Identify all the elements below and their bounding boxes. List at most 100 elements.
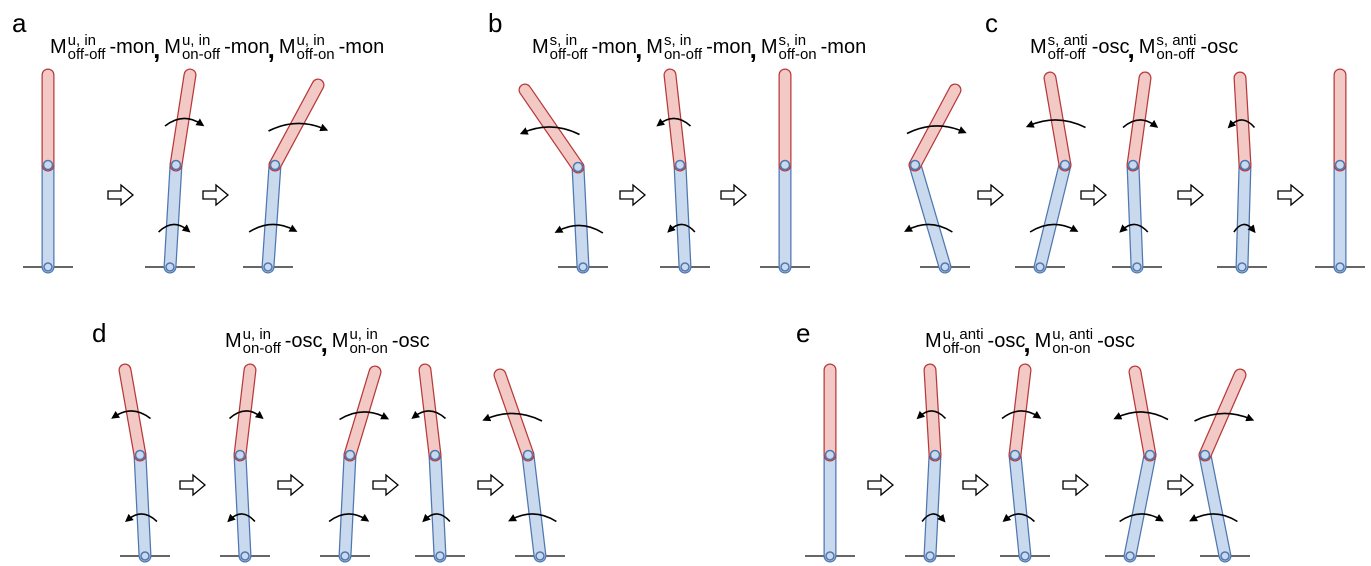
subscript: off-on <box>943 342 984 356</box>
panel-label: a <box>12 8 26 39</box>
rod <box>1050 78 1065 165</box>
panel-label: c <box>985 8 998 39</box>
joint <box>166 263 174 271</box>
subscript: on-on <box>349 342 387 356</box>
joint <box>1133 263 1141 271</box>
rod <box>1135 372 1150 455</box>
joint <box>781 263 789 271</box>
panel-title: Mu, inoff-off-mon,Mu, inon-off-mon,Mu, i… <box>50 32 384 63</box>
scripts: u, antion-on <box>1052 328 1093 356</box>
panel-title: Ms, antioff-off-osc,Ms, antion-off-osc <box>1030 32 1238 63</box>
rod <box>578 167 583 267</box>
joint <box>141 552 149 560</box>
rod <box>345 455 350 556</box>
symbol: M <box>1035 330 1052 353</box>
symbol: M <box>225 330 242 353</box>
joint <box>1241 161 1250 170</box>
rod <box>435 455 440 556</box>
separator: , <box>1023 328 1030 359</box>
joint <box>1201 451 1210 460</box>
joint <box>781 161 790 170</box>
step-arrow <box>1278 185 1303 205</box>
rod <box>930 370 935 455</box>
step-arrow <box>1168 475 1193 495</box>
joint <box>579 263 587 271</box>
step-arrow <box>1178 185 1203 205</box>
rod <box>1133 165 1137 267</box>
joint <box>346 451 355 460</box>
separator: , <box>750 34 757 65</box>
rod <box>680 165 685 267</box>
step-arrow <box>180 475 205 495</box>
joint <box>1336 263 1344 271</box>
joint <box>676 161 685 170</box>
symbol: M <box>646 36 663 59</box>
rod <box>1130 455 1150 556</box>
step-arrow <box>978 185 1003 205</box>
scripts: u, inon-on <box>349 328 387 356</box>
symbol: M <box>164 36 181 59</box>
joint <box>136 451 145 460</box>
step-arrow <box>108 185 133 205</box>
joint <box>431 451 440 460</box>
step-arrow <box>478 475 503 495</box>
joint <box>826 552 834 560</box>
drawing <box>0 0 1371 566</box>
joint <box>911 161 920 170</box>
panel-title: Mu, antioff-on-osc,Mu, antion-on-osc <box>925 326 1135 357</box>
joint <box>1221 552 1229 560</box>
joint <box>1011 451 1020 460</box>
step-arrow <box>620 185 645 205</box>
suffix: -mon <box>821 36 867 59</box>
joint <box>341 552 349 560</box>
joint <box>44 263 52 271</box>
joint <box>241 552 249 560</box>
separator: , <box>268 34 275 65</box>
rod <box>670 75 680 165</box>
separator: , <box>1128 34 1135 65</box>
rod <box>425 370 435 455</box>
joint <box>1036 263 1044 271</box>
joint <box>941 263 949 271</box>
joint <box>172 161 181 170</box>
subscript: on-off <box>182 48 220 62</box>
panel-label: d <box>92 318 106 349</box>
symbol: M <box>332 330 349 353</box>
symbol: M <box>761 36 778 59</box>
rod <box>1015 370 1025 455</box>
rod <box>1040 165 1065 267</box>
step-arrow <box>868 475 893 495</box>
separator: , <box>635 34 642 65</box>
joint <box>271 161 280 170</box>
suffix: -osc <box>1092 36 1130 59</box>
rod <box>140 455 145 556</box>
panel-title: Ms, inoff-off-mon,Ms, inon-off-mon,Ms, i… <box>532 32 866 63</box>
panel-label: e <box>796 318 810 349</box>
symbol: M <box>1139 36 1156 59</box>
joint <box>524 451 533 460</box>
suffix: -osc <box>392 330 430 353</box>
scripts: u, inoff-on <box>297 34 335 62</box>
suffix: -osc <box>1097 330 1135 353</box>
suffix: -mon <box>339 36 385 59</box>
rod <box>528 455 540 556</box>
suffix: -osc <box>285 330 323 353</box>
joint <box>1146 451 1155 460</box>
separator: , <box>153 34 160 65</box>
subscript: on-off <box>664 48 702 62</box>
subscript: off-off <box>68 48 106 62</box>
rod <box>915 165 945 267</box>
joint <box>1021 552 1029 560</box>
joint <box>436 552 444 560</box>
suffix: -mon <box>224 36 270 59</box>
step-arrow <box>1081 185 1106 205</box>
joint <box>926 552 934 560</box>
suffix: -osc <box>1200 36 1238 59</box>
subscript: on-on <box>1052 342 1093 356</box>
symbol: M <box>279 36 296 59</box>
